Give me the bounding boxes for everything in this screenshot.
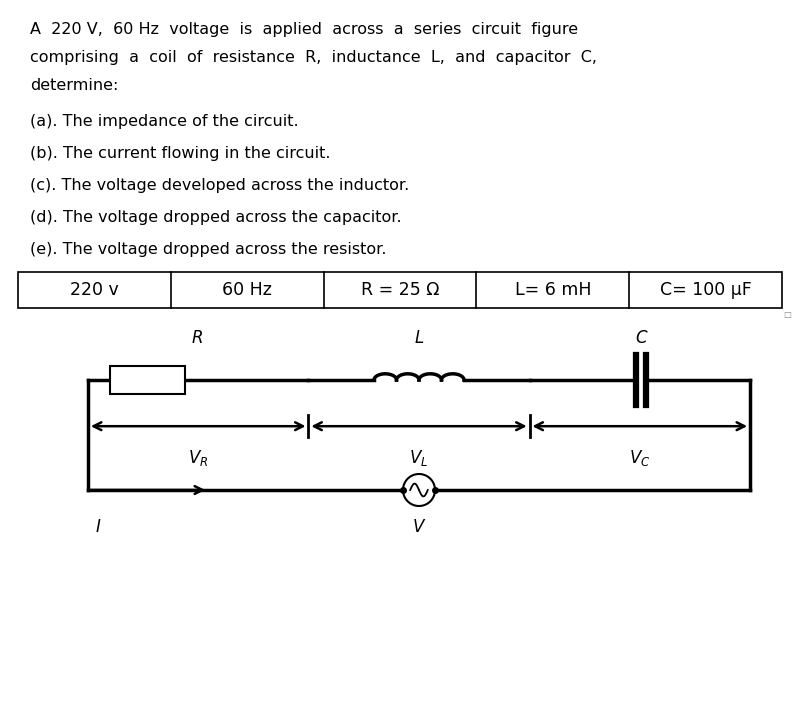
Text: L= 6 mH: L= 6 mH <box>514 281 591 299</box>
Text: comprising  a  coil  of  resistance  R,  inductance  L,  and  capacitor  C,: comprising a coil of resistance R, induc… <box>30 50 597 65</box>
Text: (e). The voltage dropped across the resistor.: (e). The voltage dropped across the resi… <box>30 242 386 257</box>
Text: 60 Hz: 60 Hz <box>222 281 272 299</box>
Text: $I$: $I$ <box>94 518 102 536</box>
Text: C: C <box>635 329 646 347</box>
Text: (c). The voltage developed across the inductor.: (c). The voltage developed across the in… <box>30 178 410 193</box>
Text: $V$: $V$ <box>412 518 426 536</box>
Text: (a). The impedance of the circuit.: (a). The impedance of the circuit. <box>30 114 298 129</box>
Text: A  220 V,  60 Hz  voltage  is  applied  across  a  series  circuit  figure: A 220 V, 60 Hz voltage is applied across… <box>30 22 578 37</box>
Text: (b). The current flowing in the circuit.: (b). The current flowing in the circuit. <box>30 146 330 161</box>
Text: $V_R$: $V_R$ <box>188 448 209 468</box>
Text: $V_L$: $V_L$ <box>410 448 429 468</box>
Text: R: R <box>191 329 203 347</box>
Text: 220 v: 220 v <box>70 281 118 299</box>
Text: (d). The voltage dropped across the capacitor.: (d). The voltage dropped across the capa… <box>30 210 402 225</box>
Text: L: L <box>414 329 424 347</box>
Text: C= 100 μF: C= 100 μF <box>660 281 751 299</box>
Text: determine:: determine: <box>30 78 118 93</box>
Text: □: □ <box>783 310 791 319</box>
Text: R = 25 Ω: R = 25 Ω <box>361 281 439 299</box>
Bar <box>110 366 185 394</box>
Text: (f). The phase angle.: (f). The phase angle. <box>30 274 197 289</box>
Text: $V_C$: $V_C$ <box>629 448 650 468</box>
Bar <box>18 272 782 308</box>
